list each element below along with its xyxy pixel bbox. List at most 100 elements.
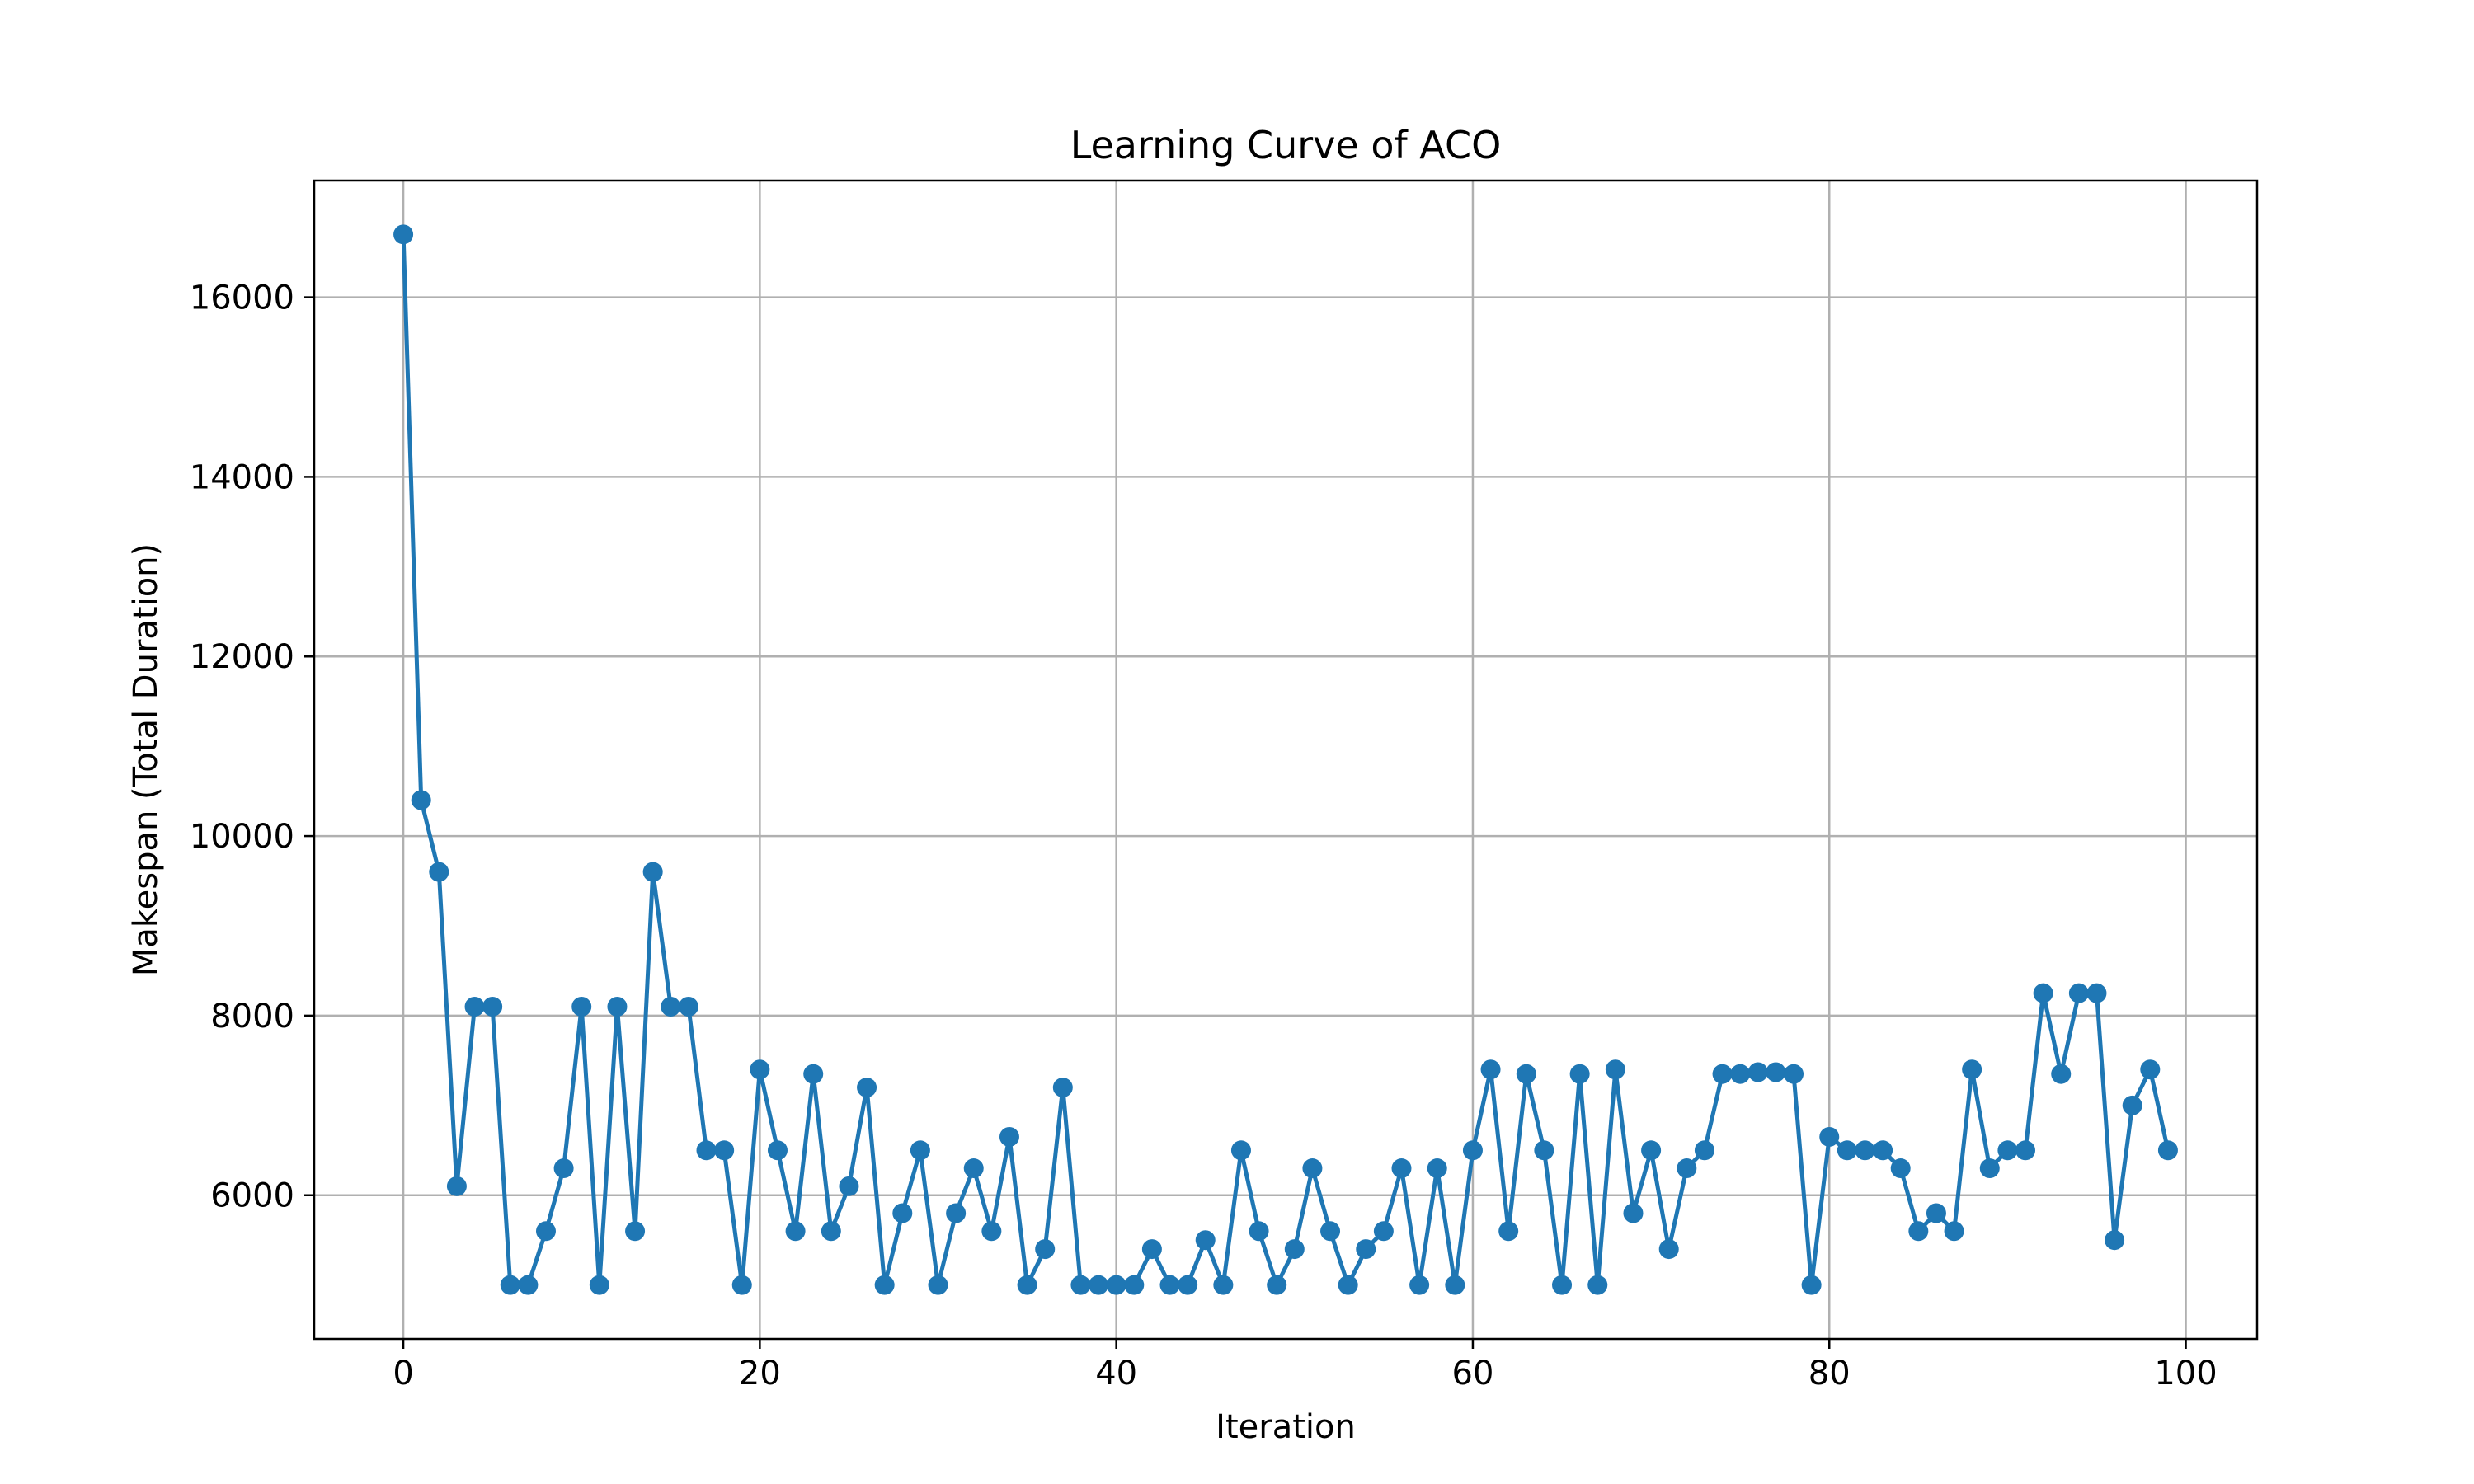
data-point	[1801, 1275, 1822, 1295]
data-point	[1766, 1062, 1786, 1082]
data-point	[1445, 1275, 1465, 1295]
data-point	[1159, 1275, 1180, 1295]
data-point	[1124, 1275, 1145, 1295]
data-point	[589, 1275, 609, 1295]
data-point	[642, 862, 663, 882]
data-point	[1267, 1275, 1287, 1295]
data-point	[1320, 1221, 1341, 1242]
data-point	[464, 997, 485, 1017]
data-point	[2157, 1140, 2178, 1161]
data-point	[1658, 1239, 1679, 1260]
y-tick-label: 12000	[190, 638, 294, 676]
data-point	[1569, 1064, 1590, 1084]
data-point	[1035, 1239, 1056, 1260]
data-point	[910, 1140, 930, 1161]
data-point	[678, 997, 698, 1017]
data-point	[1944, 1221, 1964, 1242]
data-point	[928, 1275, 948, 1295]
data-point	[1605, 1059, 1625, 1080]
data-point	[1302, 1158, 1323, 1179]
data-point	[1480, 1059, 1501, 1080]
chart-title: Learning Curve of ACO	[1070, 123, 1502, 167]
data-point	[1052, 1078, 1073, 1098]
x-tick-label: 60	[1452, 1355, 1494, 1392]
data-point	[892, 1203, 913, 1223]
data-point	[446, 1176, 467, 1196]
data-point	[1979, 1158, 2000, 1179]
data-point	[767, 1140, 788, 1161]
data-point	[1534, 1140, 1554, 1161]
data-point	[2015, 1140, 2036, 1161]
data-point	[393, 224, 414, 245]
data-point	[2105, 1230, 2125, 1251]
data-point	[661, 997, 681, 1017]
data-point	[1106, 1275, 1126, 1295]
data-point	[1017, 1275, 1037, 1295]
y-tick-label: 6000	[210, 1177, 294, 1215]
data-point	[696, 1140, 717, 1161]
data-point	[731, 1275, 752, 1295]
data-point	[1373, 1221, 1394, 1242]
data-point	[1855, 1140, 1875, 1161]
data-point	[1873, 1140, 1893, 1161]
y-tick-label: 16000	[190, 279, 294, 317]
x-tick-label: 80	[1808, 1355, 1851, 1392]
data-point	[1997, 1140, 2018, 1161]
data-point	[518, 1275, 539, 1295]
data-point	[981, 1221, 1002, 1242]
x-axis-label: Iteration	[1216, 1408, 1356, 1446]
data-point	[553, 1158, 574, 1179]
data-point	[1089, 1275, 1109, 1295]
y-tick-label: 10000	[190, 818, 294, 856]
data-point	[1712, 1064, 1733, 1084]
data-point	[857, 1078, 877, 1098]
x-tick-label: 20	[739, 1355, 781, 1392]
series-markers	[393, 224, 2178, 1295]
data-point	[839, 1176, 859, 1196]
data-point	[1249, 1221, 1269, 1242]
data-point	[874, 1275, 895, 1295]
data-point	[2122, 1095, 2142, 1115]
data-point	[1427, 1158, 1447, 1179]
data-point	[500, 1275, 520, 1295]
data-point	[999, 1126, 1019, 1147]
y-axis-label: Makespan (Total Duration)	[127, 543, 165, 976]
data-point	[1784, 1064, 1804, 1084]
data-point	[1587, 1275, 1608, 1295]
data-point	[2051, 1064, 2072, 1084]
x-tick-label: 100	[2154, 1355, 2217, 1392]
data-point	[1070, 1275, 1091, 1295]
data-point	[1195, 1230, 1216, 1251]
data-point	[1178, 1275, 1198, 1295]
x-tick-label: 40	[1095, 1355, 1137, 1392]
data-point	[1926, 1203, 1946, 1223]
data-point	[963, 1158, 984, 1179]
data-point	[1516, 1064, 1536, 1084]
data-point	[1908, 1221, 1929, 1242]
y-tick-label: 14000	[190, 458, 294, 496]
data-point	[1819, 1126, 1840, 1147]
data-point	[1409, 1275, 1430, 1295]
data-point	[535, 1221, 556, 1242]
data-point	[946, 1203, 967, 1223]
data-point	[785, 1221, 806, 1242]
data-point	[1230, 1140, 1251, 1161]
data-point	[482, 997, 503, 1017]
plot-area-frame	[313, 179, 2259, 1341]
data-point	[1694, 1140, 1714, 1161]
data-point	[1641, 1140, 1662, 1161]
data-point	[1962, 1059, 1982, 1080]
data-point	[750, 1059, 770, 1080]
data-point	[411, 790, 431, 810]
data-point	[2068, 983, 2089, 1003]
data-point	[1498, 1221, 1519, 1242]
data-point	[803, 1064, 824, 1084]
data-point	[625, 1221, 646, 1242]
data-point	[2033, 983, 2053, 1003]
data-point	[1284, 1239, 1305, 1260]
data-point	[1141, 1239, 1162, 1260]
data-point	[571, 997, 592, 1017]
data-point	[1213, 1275, 1234, 1295]
data-point	[1677, 1158, 1697, 1179]
